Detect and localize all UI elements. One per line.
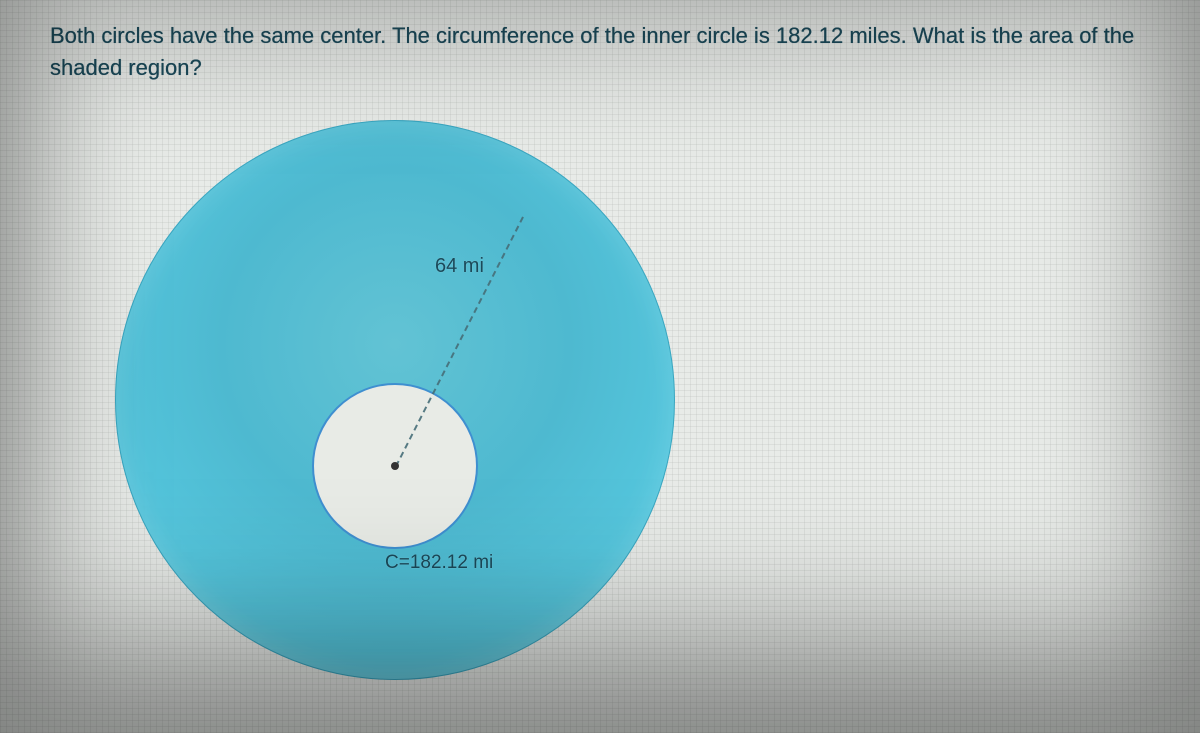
inner-circumference-label: C=182.12 mi [385, 552, 493, 574]
question-text: Both circles have the same center. The c… [50, 20, 1150, 84]
center-dot [391, 462, 399, 470]
annulus-diagram: 64 mi C=182.12 mi [115, 120, 675, 680]
outer-radius-label: 64 mi [435, 255, 484, 278]
